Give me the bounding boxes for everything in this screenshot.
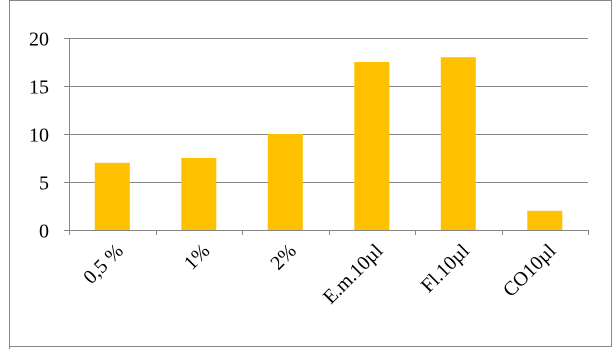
bar [527, 210, 563, 230]
x-tick-label: 0,5 % [79, 240, 128, 289]
x-tick-label: Fl.10µl [417, 240, 474, 297]
gridlines [69, 38, 588, 183]
x-tick-label: E.m.10µl [319, 240, 388, 309]
y-tick-label: 20 [29, 29, 49, 51]
bar [181, 158, 217, 230]
bar [440, 57, 476, 231]
bar [94, 162, 130, 230]
x-tick-labels: 0,5 % 1% 2% E.m.10µl Fl.10µl CO10µl [79, 240, 560, 309]
y-tick-label: 15 [29, 77, 49, 99]
x-tick-label: CO10µl [499, 240, 561, 302]
y-tick-labels: 0 5 10 15 20 [29, 29, 49, 243]
axes [64, 38, 589, 235]
x-tick-label: 2% [266, 240, 300, 274]
y-tick-label: 5 [39, 173, 49, 195]
bars [94, 57, 563, 231]
y-tick-label: 0 [39, 221, 49, 243]
bar [354, 62, 390, 230]
x-tick-label: 1% [180, 240, 214, 274]
bar [267, 134, 303, 230]
y-tick-label: 10 [29, 125, 49, 147]
